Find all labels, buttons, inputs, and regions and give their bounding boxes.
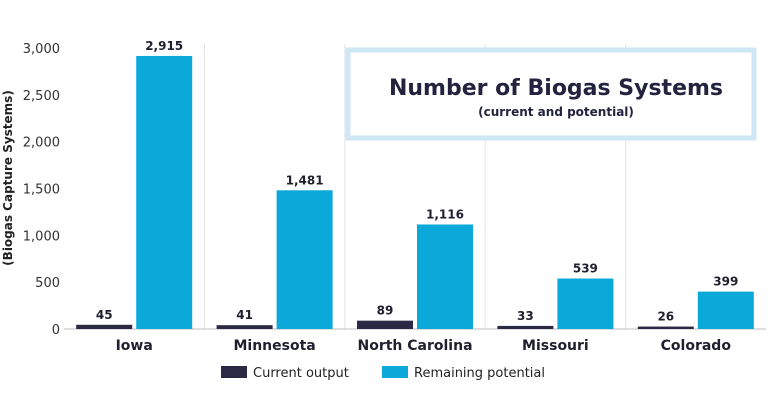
bar-current-output xyxy=(637,326,694,329)
legend-item-current-output: Current output xyxy=(221,366,349,381)
category-labels: Iowa Minnesota North Carolina Missouri Color… xyxy=(116,338,732,354)
y-axis: 0 500 1,000 1,500 2,000 2,500 3,000 xyxy=(23,42,60,338)
bars-layer: 45 2,915 41 1,481 89 1,116 33 539 26 399 xyxy=(76,39,754,329)
bar-current-output xyxy=(76,324,133,329)
legend-swatch-remaining-potential xyxy=(382,366,408,378)
data-label-current-output: 33 xyxy=(517,309,534,323)
bar-remaining-potential xyxy=(276,190,333,329)
chart-title-box: Number of Biogas Systems (current and po… xyxy=(345,47,757,141)
legend-label-current-output: Current output xyxy=(253,366,349,381)
bar-remaining-potential xyxy=(697,291,754,329)
data-label-current-output: 26 xyxy=(657,310,674,324)
data-label-current-output: 89 xyxy=(377,304,394,318)
y-tick-label: 0 xyxy=(52,323,60,338)
bar-current-output xyxy=(357,320,413,329)
legend-label-remaining-potential: Remaining potential xyxy=(414,366,545,381)
y-tick-label: 1,500 xyxy=(23,183,60,198)
chart-title: Number of Biogas Systems xyxy=(389,76,723,101)
data-label-current-output: 41 xyxy=(236,308,253,322)
legend-item-remaining-potential: Remaining potential xyxy=(382,366,545,381)
legend: Current output Remaining potential xyxy=(221,366,545,381)
x-category-label: Missouri xyxy=(522,338,589,354)
bar-current-output xyxy=(497,325,554,329)
data-label-remaining-potential: 2,915 xyxy=(145,39,183,53)
y-tick-label: 2,500 xyxy=(23,89,60,104)
data-label-remaining-potential: 399 xyxy=(713,275,738,289)
data-label-remaining-potential: 539 xyxy=(573,262,598,276)
bar-current-output xyxy=(216,325,273,329)
bar-remaining-potential xyxy=(417,224,473,329)
y-axis-label: (Biogas Capture Systems) xyxy=(1,90,15,266)
x-category-label: Iowa xyxy=(116,338,153,354)
data-label-remaining-potential: 1,481 xyxy=(286,173,324,187)
x-category-label: North Carolina xyxy=(357,338,472,354)
data-label-current-output: 45 xyxy=(96,308,113,322)
y-tick-label: 3,000 xyxy=(23,42,60,57)
chart-subtitle: (current and potential) xyxy=(478,105,634,119)
y-tick-label: 500 xyxy=(35,276,60,291)
bar-remaining-potential xyxy=(557,278,614,329)
data-label-remaining-potential: 1,116 xyxy=(426,207,464,221)
x-category-label: Minnesota xyxy=(233,338,315,354)
legend-swatch-current-output xyxy=(221,366,247,378)
y-tick-label: 2,000 xyxy=(23,136,60,151)
x-category-label: Colorado xyxy=(661,338,732,354)
bar-remaining-potential xyxy=(136,55,193,329)
y-tick-label: 1,000 xyxy=(23,229,60,244)
